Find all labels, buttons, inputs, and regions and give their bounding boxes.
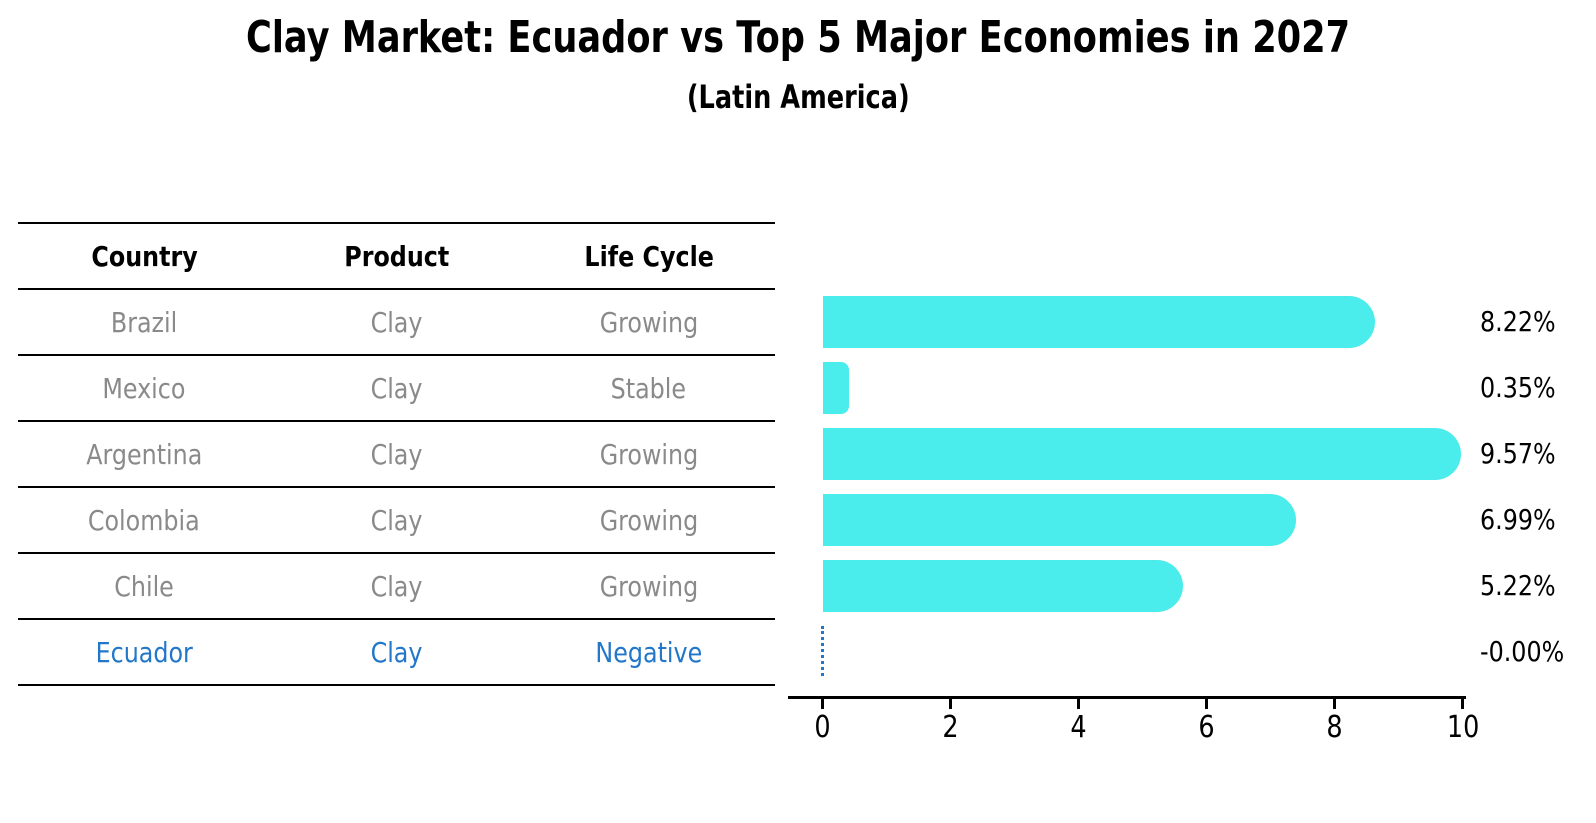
cell-country: Colombia (18, 504, 270, 537)
value-label-argentina-text: 9.57% (1480, 437, 1556, 470)
column-header-country-text: Country (90, 239, 198, 273)
x-tick-6 (1205, 699, 1208, 709)
x-tick-label-4: 4 (1039, 710, 1119, 745)
cell-country: Mexico (18, 372, 270, 405)
cell-product: Clay (270, 504, 522, 537)
x-tick-10 (1461, 699, 1464, 709)
x-tick-label-10: 10 (1423, 710, 1503, 745)
bar-mexico (823, 362, 850, 414)
value-label-chile-text: 5.22% (1480, 569, 1556, 602)
x-tick-label-10-text: 10 (1446, 710, 1480, 745)
x-tick-label-2: 2 (911, 710, 991, 745)
x-axis-line (788, 696, 1466, 699)
cell-life-cycle-text: Growing (599, 569, 699, 603)
bar-brazil (823, 296, 1376, 348)
bar-argentina (823, 428, 1462, 480)
value-label-ecuador: -0.00% (1480, 632, 1596, 672)
value-label-chile: 5.22% (1480, 566, 1596, 606)
cell-product-text: Clay (370, 569, 423, 603)
x-tick-label-0-text: 0 (814, 710, 832, 745)
cell-country-text: Mexico (102, 371, 186, 405)
cell-life-cycle: Stable (523, 372, 775, 405)
bar-chile (823, 560, 1184, 612)
cell-product-text: Clay (370, 437, 423, 471)
cell-country: Brazil (18, 306, 270, 339)
cell-product: Clay (270, 306, 522, 339)
chart-title: Clay Market: Ecuador vs Top 5 Major Econ… (0, 12, 1596, 63)
column-header-product: Product (270, 240, 522, 273)
x-tick-label-2-text: 2 (942, 710, 960, 745)
cell-product: Clay (270, 636, 522, 669)
value-label-colombia-text: 6.99% (1480, 503, 1556, 536)
cell-product-text: Clay (370, 503, 423, 537)
x-tick-2 (949, 699, 952, 709)
x-tick-label-6: 6 (1167, 710, 1247, 745)
cell-life-cycle-text: Negative (595, 635, 703, 669)
column-header-life-cycle: Life Cycle (523, 240, 775, 273)
x-tick-label-8: 8 (1295, 710, 1375, 745)
column-header-product-text: Product (343, 239, 449, 273)
cell-product: Clay (270, 438, 522, 471)
country-table: Country Product Life Cycle Brazil Clay G… (18, 222, 775, 686)
bar-colombia (823, 494, 1297, 546)
cell-life-cycle-text: Stable (611, 371, 687, 405)
cell-product: Clay (270, 570, 522, 603)
cell-product-text: Clay (370, 635, 423, 669)
cell-life-cycle: Growing (523, 438, 775, 471)
chart-subtitle: (Latin America) (0, 78, 1596, 116)
value-label-brazil: 8.22% (1480, 302, 1596, 342)
chart-title-text: Clay Market: Ecuador vs Top 5 Major Econ… (245, 12, 1351, 63)
cell-product-text: Clay (370, 371, 423, 405)
column-header-life-cycle-text: Life Cycle (584, 239, 714, 273)
table-row-mexico: Mexico Clay Stable (18, 356, 775, 422)
cell-country-text: Chile (114, 569, 174, 603)
cell-life-cycle-text: Growing (599, 305, 699, 339)
cell-country-text: Ecuador (95, 635, 193, 669)
cell-product-text: Clay (370, 305, 423, 339)
value-label-brazil-text: 8.22% (1480, 305, 1556, 338)
cell-life-cycle-text: Growing (599, 437, 699, 471)
x-tick-8 (1333, 699, 1336, 709)
cell-country: Ecuador (18, 636, 270, 669)
table-row-brazil: Brazil Clay Growing (18, 290, 775, 356)
cell-country-text: Argentina (86, 437, 203, 471)
cell-country-text: Brazil (110, 305, 178, 339)
cell-life-cycle: Growing (523, 504, 775, 537)
ecuador-zero-marker (821, 626, 824, 676)
x-tick-label-0: 0 (783, 710, 863, 745)
table-header-row: Country Product Life Cycle (18, 224, 775, 290)
chart-subtitle-text: (Latin America) (686, 78, 910, 116)
x-tick-4 (1077, 699, 1080, 709)
cell-life-cycle-text: Growing (599, 503, 699, 537)
x-tick-label-6-text: 6 (1198, 710, 1216, 745)
x-tick-label-8-text: 8 (1326, 710, 1344, 745)
x-tick-label-4-text: 4 (1070, 710, 1088, 745)
cell-country-text: Colombia (88, 503, 201, 537)
column-header-country: Country (18, 240, 270, 273)
value-label-ecuador-text: -0.00% (1480, 635, 1565, 668)
value-label-mexico: 0.35% (1480, 368, 1596, 408)
value-label-mexico-text: 0.35% (1480, 371, 1556, 404)
table-row-colombia: Colombia Clay Growing (18, 488, 775, 554)
cell-life-cycle: Negative (523, 636, 775, 669)
table-row-argentina: Argentina Clay Growing (18, 422, 775, 488)
table-row-chile: Chile Clay Growing (18, 554, 775, 620)
cell-life-cycle: Growing (523, 306, 775, 339)
cell-country: Chile (18, 570, 270, 603)
table-row-ecuador: Ecuador Clay Negative (18, 620, 775, 686)
x-tick-0 (821, 699, 824, 709)
value-label-colombia: 6.99% (1480, 500, 1596, 540)
cell-product: Clay (270, 372, 522, 405)
cell-country: Argentina (18, 438, 270, 471)
value-label-argentina: 9.57% (1480, 434, 1596, 474)
cell-life-cycle: Growing (523, 570, 775, 603)
